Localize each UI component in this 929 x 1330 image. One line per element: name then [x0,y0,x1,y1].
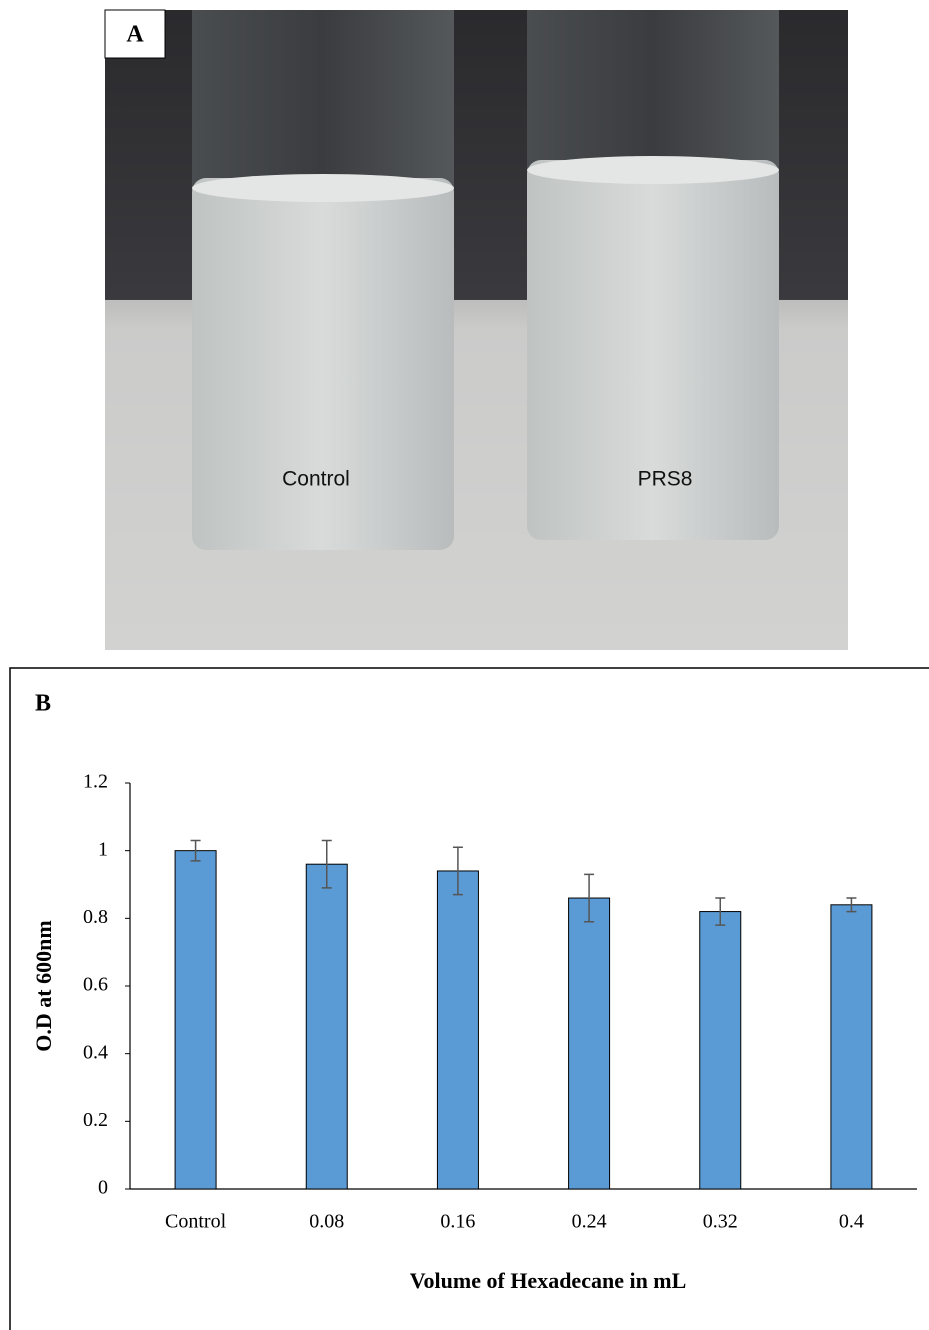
y-tick-label: 0.6 [83,974,108,996]
page: A Control PRS8 B O.D at 600nm Volume of … [0,0,929,1330]
bar [437,871,478,1189]
photo: A Control PRS8 [105,10,848,650]
y-tick-label: 1 [98,838,108,860]
bar [700,912,741,1189]
tube [192,178,454,550]
bar [175,851,216,1189]
bar [831,905,872,1189]
bar [569,898,610,1189]
meniscus [527,156,779,184]
tube-label: Control [282,468,350,491]
x-tick-label: 0.4 [839,1211,864,1233]
x-tick-label: 0.16 [440,1211,475,1233]
y-tick-label: 0.8 [83,906,108,928]
meniscus [192,174,454,202]
x-tick-label: 0.32 [703,1211,738,1233]
tube-glass [192,10,454,190]
y-tick-label: 1.2 [83,771,108,793]
tube-label: PRS8 [638,468,693,491]
figure: A Control PRS8 B O.D at 600nm Volume of … [0,0,929,1330]
y-tick-label: 0 [98,1177,108,1199]
x-tick-label: Control [165,1211,227,1233]
panel-label: B [35,691,51,717]
bar [306,864,347,1189]
x-tick-label: 0.24 [572,1211,607,1233]
panel-label: A [126,22,144,48]
y-tick-label: 0.2 [83,1109,108,1131]
x-tick-label: 0.08 [309,1211,344,1233]
y-tick-label: 0.4 [83,1041,108,1063]
y-axis-title: O.D at 600nm [31,920,56,1051]
x-axis-title: Volume of Hexadecane in mL [410,1268,687,1293]
